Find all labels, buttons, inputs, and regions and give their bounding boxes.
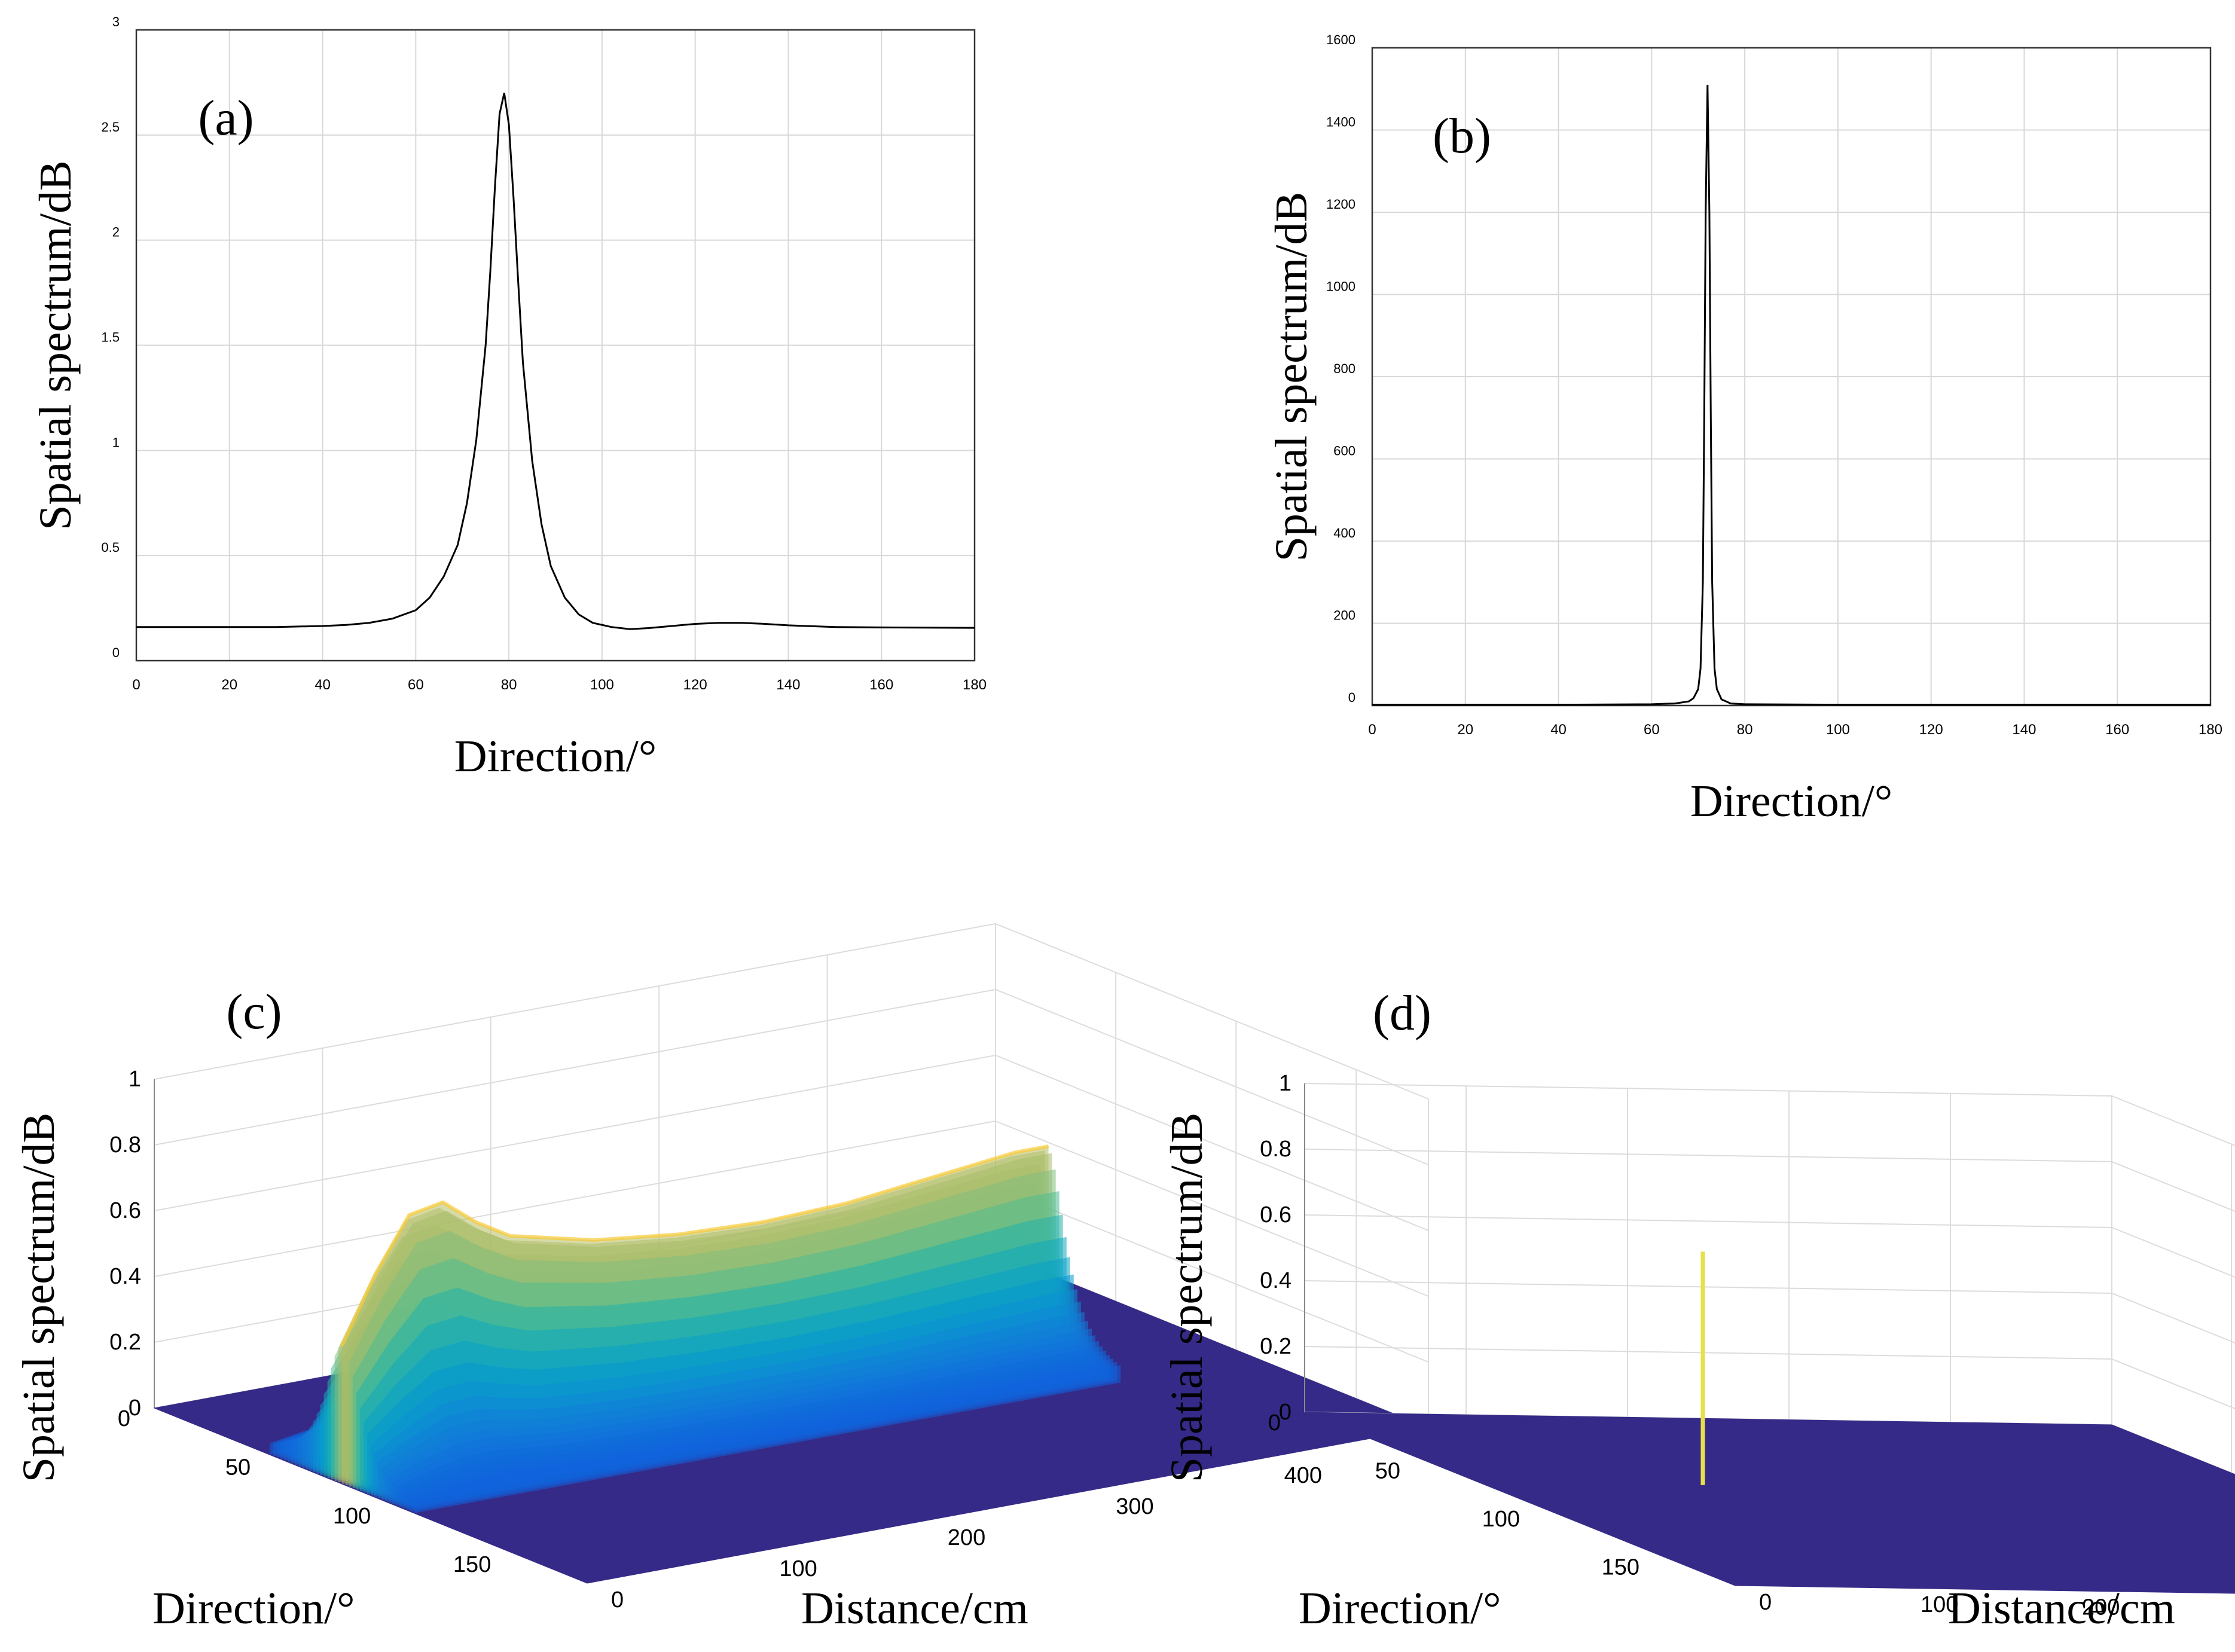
series-line: [1372, 84, 2210, 706]
z-axis-label: Spatial spectrum/dB: [1162, 1113, 1212, 1482]
x-tick-label: 180: [963, 677, 987, 693]
x-tick-label: 100: [590, 677, 614, 693]
z-tick-label: 0.8: [109, 1132, 141, 1158]
y-tick-label: 0: [112, 645, 120, 660]
y-tick-label: 1600: [1326, 32, 1355, 47]
direction-tick-label: 100: [333, 1504, 371, 1529]
distance-tick-label: 400: [1284, 1463, 1322, 1488]
x-tick-label: 80: [501, 677, 517, 693]
x-axis-label: Direction/°: [1299, 1583, 1501, 1633]
distance-tick-label: 100: [779, 1556, 817, 1581]
z-tick-label: 0: [1279, 1400, 1291, 1425]
direction-tick-label: 50: [1375, 1459, 1400, 1484]
x-tick-label: 80: [1737, 722, 1753, 738]
y-tick-label: 0: [1348, 690, 1355, 705]
y-tick-label: 3: [112, 14, 120, 29]
direction-tick-label: 100: [1482, 1507, 1520, 1532]
z-gridline: [1304, 1214, 2235, 1278]
direction-tick-label: 150: [453, 1552, 491, 1577]
z-gridline: [154, 1054, 1429, 1231]
y-tick-label: 200: [1333, 608, 1355, 623]
direction-tick-label: 150: [1602, 1555, 1639, 1580]
y-tick-label: 2.5: [101, 120, 120, 135]
x-tick-label: 100: [1826, 722, 1850, 738]
distance-tick-label: 0: [1759, 1590, 1772, 1615]
y-tick-label: 1400: [1326, 115, 1355, 130]
x-tick-label: 180: [2199, 722, 2222, 738]
distance-tick-label: 0: [611, 1587, 624, 1613]
z-tick-label: 0.4: [109, 1264, 141, 1289]
z-tick-label: 1: [129, 1067, 141, 1092]
z-tick-label: 0.8: [1260, 1137, 1291, 1162]
panel-d: 00.20.40.60.810501001500100200300400500S…: [1162, 985, 2235, 1633]
distance-tick-label: 200: [2082, 1595, 2120, 1620]
x-tick-label: 60: [1644, 722, 1660, 738]
y-tick-label: 0.5: [101, 540, 120, 555]
x-tick-label: 40: [315, 677, 331, 693]
x-tick-label: 60: [408, 677, 424, 693]
z-tick-label: 0.2: [1260, 1334, 1291, 1359]
x-tick-label: 40: [1550, 722, 1567, 738]
series-line: [136, 93, 975, 630]
y-tick-label: 1200: [1326, 197, 1355, 212]
y-tick-label: 400: [1333, 526, 1355, 541]
direction-tick-label: 0: [118, 1406, 130, 1431]
x-tick-label: 160: [869, 677, 893, 693]
direction-tick-label: 50: [225, 1455, 251, 1480]
z-gridline: [154, 923, 1429, 1100]
z-tick-label: 0.2: [109, 1330, 141, 1355]
panel-a: 0 20 40 60 80 100 120 140 160 180 0 0.5 1 1.5 2 2.5 3 Dir…: [30, 14, 987, 781]
distance-tick-label: 100: [1920, 1592, 1958, 1617]
y-tick-label: 800: [1333, 361, 1355, 376]
panel-label: (a): [198, 90, 254, 146]
y-tick-label: 2: [112, 225, 120, 240]
x-tick-label: 120: [1919, 722, 1943, 738]
z-tick-label: 0.6: [1260, 1202, 1291, 1227]
y-tick-label: 600: [1333, 444, 1355, 459]
z-tick-label: 1: [1279, 1071, 1291, 1096]
x-tick-label: 160: [2105, 722, 2129, 738]
x-tick-label: 140: [776, 677, 800, 693]
panel-b: 0 20 40 60 80 100 120 140 160 180 0 200 400 600 800 100…: [1266, 32, 2222, 826]
surface-floor: [1304, 1412, 2235, 1594]
z-tick-label: 0: [129, 1396, 141, 1421]
panel-label: (d): [1373, 985, 1431, 1041]
x-tick-label: 120: [683, 677, 707, 693]
panel-label: (b): [1433, 108, 1491, 164]
y-axis-label: Distance/cm: [1948, 1583, 2175, 1633]
x-tick-label: 0: [132, 677, 140, 693]
z-axis-label: Spatial spectrum/dB: [14, 1113, 64, 1482]
x-axis-label: Direction/°: [152, 1583, 355, 1633]
panel-label: (c): [226, 984, 282, 1040]
x-tick-label: 140: [2012, 722, 2036, 738]
y-tick-label: 1: [112, 435, 120, 450]
y-axis-label: Distance/cm: [801, 1583, 1028, 1633]
x-axis-label: Direction/°: [454, 731, 657, 781]
y-axis-label: Spatial spectrum/dB: [30, 160, 81, 530]
plot-frame: [1371, 47, 2212, 707]
y-axis-label: Spatial spectrum/dB: [1266, 192, 1317, 561]
z-tick-label: 0.4: [1260, 1268, 1291, 1293]
distance-tick-label: 200: [948, 1525, 985, 1550]
surface-crest: [340, 1144, 1049, 1347]
y-tick-label: 1000: [1326, 279, 1355, 294]
panel-c: 00.20.40.60.810501001500100200300400500S…: [14, 923, 1490, 1633]
direction-tick-label: 0: [1268, 1410, 1281, 1436]
x-tick-label: 0: [1368, 722, 1376, 738]
x-tick-label: 20: [1457, 722, 1473, 738]
z-tick-label: 0.6: [109, 1198, 141, 1223]
x-tick-label: 20: [221, 677, 237, 693]
surface-slice: [414, 1365, 1121, 1513]
z-gridline: [1304, 1083, 2235, 1147]
distance-tick-label: 300: [1116, 1494, 1153, 1519]
plot-frame: [135, 29, 976, 662]
y-tick-label: 1.5: [101, 330, 120, 345]
z-gridline: [1304, 1149, 2235, 1213]
z-gridline: [154, 988, 1429, 1165]
x-axis-label: Direction/°: [1690, 776, 1893, 826]
